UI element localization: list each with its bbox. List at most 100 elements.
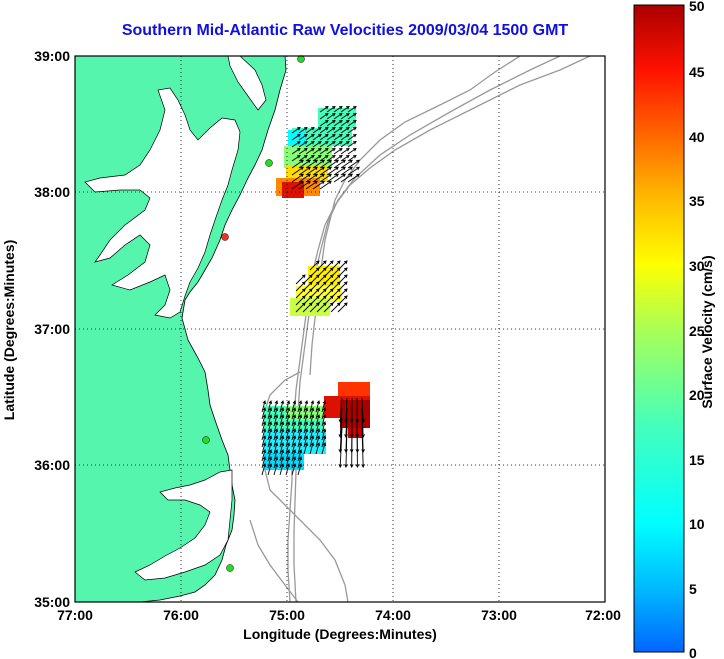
velocity-arrow — [291, 127, 301, 134]
velocity-arrowhead — [345, 154, 350, 159]
velocity-arrow — [285, 421, 290, 434]
velocity-arrow — [323, 302, 334, 313]
velocity-arrowhead — [301, 302, 306, 307]
velocity-arrowhead — [324, 147, 329, 152]
velocity-arrow — [312, 180, 325, 190]
velocity-arrowhead — [329, 274, 334, 279]
velocity-arrowhead — [345, 112, 350, 117]
velocity-arrow — [340, 106, 350, 113]
velocity-arrowhead — [286, 400, 291, 405]
velocity-arrow — [333, 120, 343, 127]
velocity-arrow — [273, 407, 278, 420]
velocity-arrow — [297, 414, 302, 427]
velocity-arrowhead — [329, 288, 334, 293]
y-axis-label: Latitude (Degrees:Minutes) — [1, 240, 17, 420]
velocity-arrowhead — [286, 421, 291, 426]
velocity-arrowhead — [322, 400, 327, 405]
velocity-arrow — [267, 456, 272, 469]
velocity-arrowhead — [310, 400, 315, 405]
velocity-arrowhead — [286, 442, 291, 447]
velocity-arrowhead — [262, 449, 267, 454]
velocity-arrowhead — [329, 295, 334, 300]
velocity-arrowhead — [345, 105, 350, 110]
velocity-arrowhead — [274, 435, 279, 440]
velocity-arrowhead — [352, 140, 357, 145]
colorbar-ticks: 50 45 40 35 30 25 20 15 10 5 0 — [689, 0, 705, 659]
colorbar-tick-label: 45 — [689, 64, 705, 80]
velocity-arrow — [291, 141, 301, 148]
velocity-arrowhead — [274, 456, 279, 461]
velocity-arrow — [312, 155, 322, 162]
velocity-arrow — [261, 456, 266, 469]
y-tick-label: 38:00 — [34, 184, 70, 200]
velocity-arrowhead — [301, 274, 306, 279]
velocity-arrow — [315, 400, 320, 413]
velocity-arrow — [279, 407, 284, 420]
x-tick-label: 73:00 — [481, 607, 517, 623]
colorbar-tick-label: 30 — [689, 258, 705, 274]
velocity-arrow — [267, 407, 272, 420]
colorbar-tick-label: 10 — [689, 516, 705, 532]
delaware-bay — [227, 56, 267, 111]
velocity-arrowhead — [310, 140, 315, 145]
velocity-arrowhead — [335, 173, 339, 178]
velocity-arrow — [347, 141, 357, 148]
velocity-arrowhead — [317, 140, 322, 145]
velocity-arrowhead — [331, 154, 336, 159]
velocity-arrowhead — [280, 421, 285, 426]
velocity-arrowhead — [343, 295, 348, 300]
velocity-arrowhead — [262, 442, 267, 447]
velocity-arrow — [326, 127, 336, 134]
velocity-arrowhead — [352, 105, 357, 110]
velocity-arrow — [312, 134, 322, 141]
velocity-arrow — [321, 435, 326, 448]
velocity-arrowhead — [268, 421, 273, 426]
velocity-arrow — [309, 421, 314, 434]
velocity-arrowhead — [331, 147, 336, 152]
velocity-arrow — [340, 166, 353, 176]
velocity-arrow — [302, 302, 313, 313]
velocity-arrowhead — [268, 449, 273, 454]
velocity-arrowhead — [342, 166, 346, 171]
velocity-arrow — [297, 442, 302, 455]
velocity-arrowhead — [286, 456, 291, 461]
velocity-arrowhead — [262, 421, 267, 426]
velocity-arrowhead — [317, 154, 322, 159]
x-tick-label: 77:00 — [57, 607, 93, 623]
velocity-arrowhead — [280, 435, 285, 440]
velocity-arrow — [326, 166, 339, 176]
colorbar-label: Surface Velocity (cm/s) — [699, 255, 715, 408]
velocity-arrowhead — [292, 463, 297, 468]
velocity-arrow — [273, 435, 278, 448]
velocity-arrow — [319, 173, 332, 183]
velocity-arrowhead — [338, 126, 343, 131]
velocity-arrow — [297, 463, 302, 476]
velocity-arrow — [279, 442, 284, 455]
velocity-arrowhead — [315, 302, 320, 307]
velocity-arrow — [273, 428, 278, 441]
velocity-arrowhead — [316, 442, 321, 447]
velocity-arrow — [333, 148, 343, 155]
velocity-arrowhead — [331, 133, 336, 138]
velocity-arrowhead — [315, 274, 320, 279]
velocity-arrow — [340, 113, 350, 120]
velocity-arrowhead — [342, 159, 346, 164]
velocity-arrowhead — [274, 442, 279, 447]
velocity-arrowhead — [338, 154, 343, 159]
velocity-arrowhead — [322, 442, 327, 447]
velocity-arrow — [361, 427, 364, 468]
velocity-arrowhead — [322, 288, 327, 293]
velocity-arrowhead — [298, 456, 303, 461]
velocity-arrow — [315, 407, 320, 420]
velocity-arrow — [267, 442, 272, 455]
velocity-arrowhead — [304, 414, 309, 419]
velocity-arrowhead — [314, 180, 318, 185]
velocity-arrow — [285, 442, 290, 455]
velocity-arrow — [285, 428, 290, 441]
velocity-arrow — [291, 442, 296, 455]
velocity-arrow — [347, 166, 360, 176]
velocity-arrowhead — [300, 166, 304, 171]
velocity-arrow — [333, 141, 343, 148]
velocity-arrowhead — [303, 140, 308, 145]
velocity-arrowhead — [322, 407, 327, 412]
